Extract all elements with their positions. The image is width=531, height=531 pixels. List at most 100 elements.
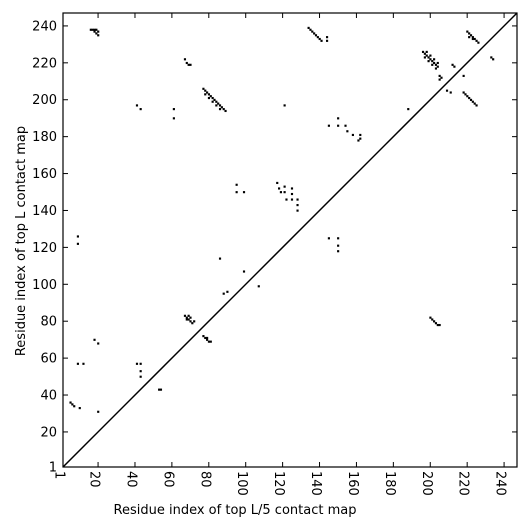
contact-point [189,63,192,66]
contact-point [468,32,471,35]
contact-point [469,98,473,101]
contact-point [436,65,439,68]
contact-point [449,91,452,94]
contact-point [451,63,454,66]
contact-point [429,316,432,319]
contact-point [440,76,443,79]
contact-point [471,36,474,39]
contact-point [337,124,340,127]
contact-point [357,139,360,142]
contact-point [207,96,211,100]
contact-point [209,95,212,98]
contact-point [211,100,214,103]
contact-point [235,183,238,186]
contact-point [445,89,449,92]
contact-point [139,370,142,373]
contact-point [296,209,299,212]
contact-point [344,124,347,127]
x-tick-label: 200 [419,471,434,496]
contact-point [222,292,225,295]
contact-point [93,338,96,341]
contact-point [320,39,323,42]
contact-point [433,61,436,65]
contact-point [172,108,175,111]
contact-point [490,56,493,59]
contact-point [421,50,425,53]
x-tick-label: 120 [271,471,286,496]
x-tick-label: 40 [123,471,138,488]
contact-point [423,52,426,55]
y-tick-label: 180 [32,130,57,145]
plot-frame [62,12,518,468]
contact-point [407,108,410,111]
contact-point [431,60,434,63]
contact-point [462,91,465,94]
y-axis-label: Residue index of top L contact map [14,126,29,356]
contact-point [438,78,441,81]
contact-point [433,58,436,61]
contact-point [425,54,428,57]
y-tick-label: 80 [40,315,57,330]
y-tick-label: 20 [40,425,57,440]
contact-point [78,407,81,410]
contact-point [218,257,222,260]
contact-point [97,410,100,413]
contact-point [209,340,212,343]
contact-point [193,320,196,323]
x-tick-label: 240 [493,471,508,496]
contact-point [207,93,211,96]
contact-point [436,61,439,65]
contact-point [314,34,318,37]
contact-point [468,36,471,39]
contact-point [313,32,316,35]
contact-point [337,244,340,247]
y-tick-label: 160 [32,167,57,182]
x-tick-label: 80 [197,471,212,488]
contact-point [218,108,222,111]
contact-point [158,388,161,391]
x-tick-label: 160 [345,471,360,496]
axis-ticks: 1 20 40 60 80 100 120 140 160 180 200 220 2401204060… [32,13,517,496]
x-tick-label: 20 [87,471,102,488]
y-tick-label: 140 [32,204,57,219]
contact-point [290,187,294,190]
x-tick-label: 1 [52,471,67,479]
contact-point [473,37,476,41]
y-tick-label: 100 [32,278,57,293]
contact-point [139,375,142,378]
contact-point [290,192,294,196]
contact-point [218,104,222,107]
contact-point [95,32,98,35]
contact-point [207,340,211,343]
x-tick-label: 140 [308,471,323,496]
contact-point [429,54,432,57]
contact-point [346,130,349,133]
contact-point [325,36,329,39]
contact-point [235,191,238,194]
contact-point [222,108,225,111]
contact-points [69,26,495,413]
contact-point [309,28,312,31]
contact-point [257,285,260,288]
contact-point [283,191,286,194]
contact-point [283,104,286,107]
contact-point [290,198,294,201]
contact-point [359,137,362,140]
contact-point [204,89,207,92]
contact-point [185,316,188,319]
x-tick-label: 220 [456,471,471,496]
y-tick-label: 200 [32,93,57,108]
contact-point [187,63,190,66]
contact-point [296,204,299,207]
contact-point [139,362,142,365]
contact-point [189,320,192,323]
contact-point [204,93,207,96]
contact-point [285,198,288,201]
contact-point [468,96,471,100]
contact-point [351,133,354,137]
contact-point [492,58,495,61]
contact-point [97,342,100,345]
contact-point [464,93,467,96]
contact-point [183,58,187,61]
